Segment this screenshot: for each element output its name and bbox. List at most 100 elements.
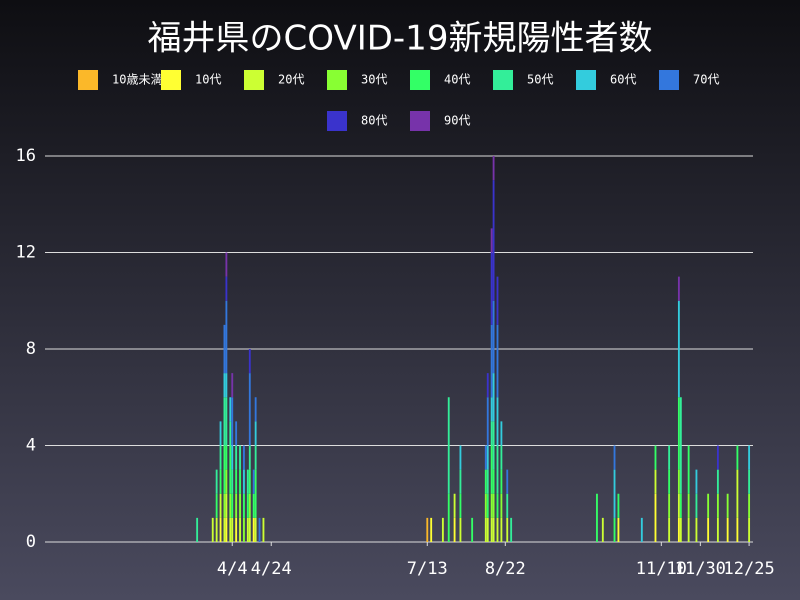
bar-segment xyxy=(459,445,462,470)
legend-swatch xyxy=(659,70,679,90)
bar-segment xyxy=(748,517,751,542)
bar-segment xyxy=(726,493,729,518)
bar-segment xyxy=(441,517,444,542)
bar-segment xyxy=(492,517,495,542)
bar-segment xyxy=(252,469,255,494)
bar-segment xyxy=(248,349,251,374)
bar-segment xyxy=(492,493,495,518)
bar-segment xyxy=(231,445,234,470)
bar-segment xyxy=(496,397,499,446)
bar-segment xyxy=(223,493,226,518)
bar-segment xyxy=(677,276,680,301)
bar-segment xyxy=(496,324,499,398)
bar-segment xyxy=(225,469,228,494)
bar-segment xyxy=(640,517,643,542)
bar-segment xyxy=(231,373,234,398)
bar-segment xyxy=(500,493,503,518)
bar-segment xyxy=(490,228,493,253)
bar-segment xyxy=(500,445,503,470)
bar-segment xyxy=(459,517,462,542)
bar-segment xyxy=(486,397,489,446)
bar-segment xyxy=(243,493,245,518)
bar-segment xyxy=(223,397,226,446)
bar-segment xyxy=(223,517,226,542)
bar-segment xyxy=(225,252,228,277)
bar-segment xyxy=(453,517,456,542)
bar-segment xyxy=(231,493,234,518)
legend-swatch xyxy=(410,111,430,131)
bar-segment xyxy=(484,469,487,494)
bar-segment xyxy=(254,469,257,518)
bar-segment xyxy=(196,517,199,542)
bar-segment xyxy=(613,445,616,470)
bar-segment xyxy=(231,469,234,494)
legend-label: 20代 xyxy=(278,73,304,87)
bar-segment xyxy=(492,156,495,181)
bar-segment xyxy=(668,517,671,542)
bar-segment xyxy=(490,421,493,446)
bar-segment xyxy=(716,517,719,542)
x-tick-label: 4/4 xyxy=(217,559,248,579)
legend-swatch xyxy=(244,70,264,90)
bar-segment xyxy=(229,421,232,446)
bar-segment xyxy=(496,517,499,542)
bar-segment xyxy=(484,517,487,542)
x-tick-label: 4/24 xyxy=(251,559,292,579)
bar-segment xyxy=(229,517,232,542)
bar-segment xyxy=(695,493,698,518)
bar-segment xyxy=(248,469,251,494)
bar-segment xyxy=(235,445,238,470)
legend-label: 50代 xyxy=(527,73,553,87)
bar-segment xyxy=(490,493,493,518)
bar-segment xyxy=(219,469,222,494)
bar-segment xyxy=(486,517,489,542)
bar-segment xyxy=(235,493,238,518)
bar-segment xyxy=(235,469,238,494)
legend-label: 40代 xyxy=(444,73,470,87)
bar-segment xyxy=(486,469,489,494)
bar-segment xyxy=(484,493,487,518)
bar-segment xyxy=(654,469,657,494)
bar-segment xyxy=(716,493,719,518)
bar-segment xyxy=(459,469,462,494)
bar-segment xyxy=(679,397,682,494)
bar-segment xyxy=(500,517,503,542)
bar-segment xyxy=(211,517,214,542)
bar-segment xyxy=(225,300,228,374)
bar-segment xyxy=(506,493,509,518)
bar-segment xyxy=(687,517,690,542)
legend-label: 80代 xyxy=(361,114,387,128)
bar-segment xyxy=(617,517,620,542)
bar-segment xyxy=(668,469,671,494)
legend-swatch xyxy=(78,70,98,90)
bar-segment xyxy=(654,493,657,542)
bar-segment xyxy=(490,252,493,325)
bar-segment xyxy=(492,300,495,374)
bar-segment xyxy=(243,517,245,542)
bar-segment xyxy=(677,469,680,494)
bar-segment xyxy=(229,397,232,422)
bar-segment xyxy=(248,517,251,542)
y-tick-label: 12 xyxy=(16,243,36,263)
bar-segment xyxy=(447,493,450,542)
legend-swatch xyxy=(327,70,347,90)
legend-swatch xyxy=(410,70,430,90)
bar-segment xyxy=(695,469,698,494)
bar-segment xyxy=(430,517,433,542)
bar-segment xyxy=(219,421,222,446)
bar-segment xyxy=(254,421,257,446)
y-tick-label: 4 xyxy=(26,436,36,456)
legend-swatch xyxy=(161,70,181,90)
bar-segment xyxy=(484,445,487,470)
bar-segment xyxy=(748,469,751,494)
chart-title: 福井県のCOVID-19新規陽性者数 xyxy=(148,19,653,59)
bar-segment xyxy=(225,445,228,470)
bar-segment xyxy=(687,493,690,518)
bar-segment xyxy=(496,445,499,494)
bar-segment xyxy=(243,469,245,494)
bar-segment xyxy=(677,493,680,518)
bar-segment xyxy=(215,493,218,518)
